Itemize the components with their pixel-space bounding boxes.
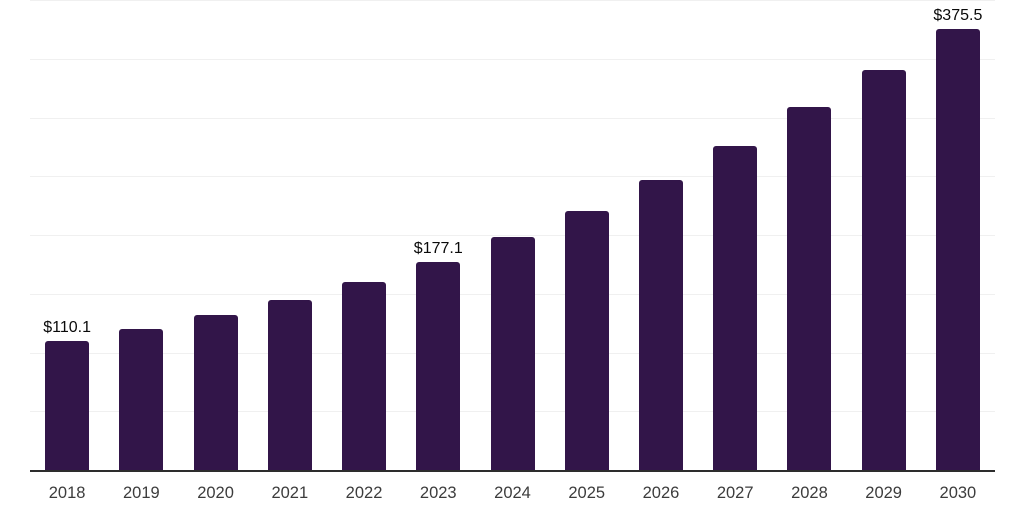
x-tick-2027: 2027 bbox=[716, 484, 754, 502]
bar-2019[interactable] bbox=[119, 329, 164, 470]
x-tick-2021: 2021 bbox=[271, 484, 309, 502]
x-tick-2024: 2024 bbox=[494, 484, 531, 502]
x-tick-2019: 2019 bbox=[122, 484, 160, 502]
x-tick-2018: 2018 bbox=[48, 484, 86, 502]
bar-2029[interactable] bbox=[861, 70, 906, 470]
bar-2018[interactable] bbox=[45, 340, 90, 470]
plot-area: $110.1 $177.1 $375.5 bbox=[30, 0, 995, 472]
value-label-2018: $110.1 bbox=[43, 318, 91, 336]
bar-2028[interactable] bbox=[787, 106, 832, 470]
x-tick-2028: 2028 bbox=[791, 484, 828, 502]
bar-2021[interactable] bbox=[267, 300, 312, 470]
x-tick-2023: 2023 bbox=[419, 484, 457, 502]
bar-2020[interactable] bbox=[193, 315, 238, 470]
value-label-2023: $177.1 bbox=[413, 239, 463, 257]
bar-2026[interactable] bbox=[638, 180, 683, 470]
bar-2027[interactable] bbox=[713, 145, 758, 470]
x-tick-2030: 2030 bbox=[939, 484, 977, 502]
x-tick-2020: 2020 bbox=[197, 484, 234, 502]
x-tick-2029: 2029 bbox=[865, 484, 902, 502]
bar-2030[interactable] bbox=[935, 28, 980, 470]
x-tick-2026: 2026 bbox=[642, 484, 680, 502]
gridline-250 bbox=[30, 176, 995, 178]
gridline-350 bbox=[30, 58, 995, 60]
gridline-400 bbox=[30, 0, 995, 1]
bar-2022[interactable] bbox=[342, 282, 387, 470]
value-label-2030: $375.5 bbox=[933, 6, 983, 24]
bar-2023[interactable] bbox=[416, 261, 461, 470]
gridline-300 bbox=[30, 117, 995, 119]
gridline-200 bbox=[30, 235, 995, 236]
x-tick-2022: 2022 bbox=[345, 484, 383, 502]
bar-2025[interactable] bbox=[564, 210, 609, 470]
x-tick-2025: 2025 bbox=[568, 484, 606, 502]
bar-2024[interactable] bbox=[490, 237, 535, 470]
